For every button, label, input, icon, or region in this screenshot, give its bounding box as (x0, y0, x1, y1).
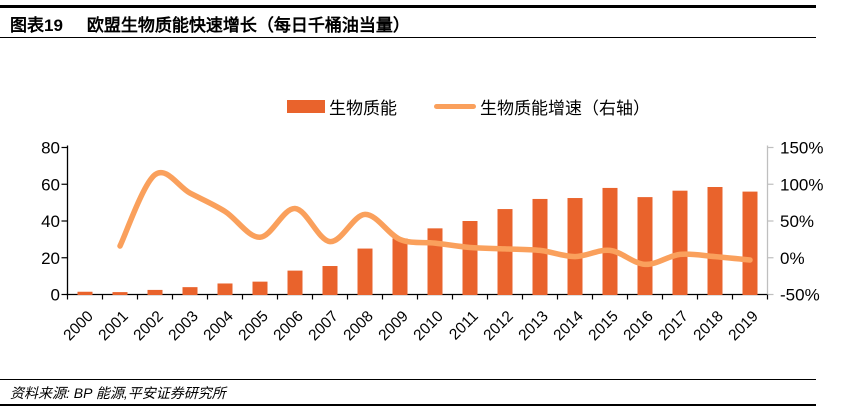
x-axis-label-2014: 2014 (550, 308, 587, 345)
bar-2006 (287, 270, 303, 295)
figure-number: 图表19 (10, 16, 63, 35)
bar-2010 (427, 228, 443, 295)
legend-item-growth: 生物质能增速（右轴） (434, 94, 650, 119)
chart-legend: 生物质能 生物质能增速（右轴） (287, 94, 650, 119)
bar-2018 (707, 187, 723, 295)
page-bottom-rule (0, 404, 816, 406)
legend-item-biomass: 生物质能 (287, 94, 397, 119)
x-axis-label-2005: 2005 (235, 308, 271, 344)
x-axis-label-2009: 2009 (375, 308, 411, 344)
bar-2004 (217, 283, 233, 295)
bar-2013 (532, 198, 548, 295)
figure-title: 欧盟生物质能快速增长（每日千桶油当量） (86, 16, 410, 35)
y-axis-right-label: 100% (780, 175, 823, 194)
y-axis-right-label: 150% (780, 139, 823, 158)
x-axis-label-2013: 2013 (515, 308, 551, 344)
x-axis-label-2017: 2017 (655, 308, 691, 344)
source-top-rule (0, 379, 816, 380)
bar-2003 (182, 287, 198, 295)
y-axis-left-label: 80 (41, 139, 60, 158)
bar-2001 (112, 292, 128, 295)
x-axis-label-2007: 2007 (305, 308, 341, 344)
x-axis-label-2010: 2010 (410, 308, 447, 345)
x-axis-label-2018: 2018 (690, 308, 726, 344)
x-axis-label-2006: 2006 (270, 308, 306, 344)
x-axis-label-2012: 2012 (480, 308, 516, 344)
x-axis-label-2004: 2004 (200, 308, 237, 345)
x-axis-label-2019: 2019 (725, 308, 761, 344)
y-axis-right-label: 0% (780, 249, 805, 268)
x-axis-label-2011: 2011 (446, 308, 482, 344)
header-bottom-rule (0, 37, 816, 38)
bar-2007 (322, 266, 338, 295)
bar-2019 (742, 191, 758, 295)
y-axis-left-label: 60 (41, 175, 60, 194)
bar-2012 (497, 209, 513, 295)
bar-2009 (392, 238, 408, 295)
x-axis-label-2002: 2002 (130, 308, 166, 344)
x-axis-label-2015: 2015 (585, 308, 621, 344)
y-axis-left-label: 0 (51, 286, 60, 305)
source-note: 资料来源: BP 能源,平安证券研究所 (10, 385, 226, 401)
x-axis-label-2000: 2000 (60, 308, 97, 345)
growth-line (117, 169, 753, 268)
bar-2017 (672, 190, 688, 295)
bar-series-swatch (287, 100, 325, 113)
x-axis-label-2016: 2016 (620, 308, 656, 344)
header-top-rule (0, 5, 816, 8)
y-axis-left-label: 40 (41, 212, 60, 231)
x-axis-label-2003: 2003 (165, 308, 201, 344)
bar-2005 (252, 281, 268, 295)
bar-2011 (462, 221, 478, 295)
y-axis-right-label: 50% (780, 212, 814, 231)
legend-label-biomass: 生物质能 (329, 99, 397, 118)
y-axis-right-label: -50% (780, 286, 820, 305)
bar-2015 (602, 187, 618, 295)
bar-2002 (147, 289, 163, 295)
x-axis-label-2001: 2001 (95, 308, 131, 344)
line-series-swatch (434, 104, 476, 109)
legend-label-growth: 生物质能增速（右轴） (480, 99, 650, 118)
bar-2000 (77, 291, 93, 295)
bar-2008 (357, 248, 373, 295)
y-axis-left-label: 20 (41, 249, 60, 268)
bar-2014 (567, 198, 583, 295)
figure-header: 图表19 欧盟生物质能快速增长（每日千桶油当量） (10, 11, 410, 36)
bar-2016 (637, 197, 653, 295)
x-axis-label-2008: 2008 (340, 308, 376, 344)
